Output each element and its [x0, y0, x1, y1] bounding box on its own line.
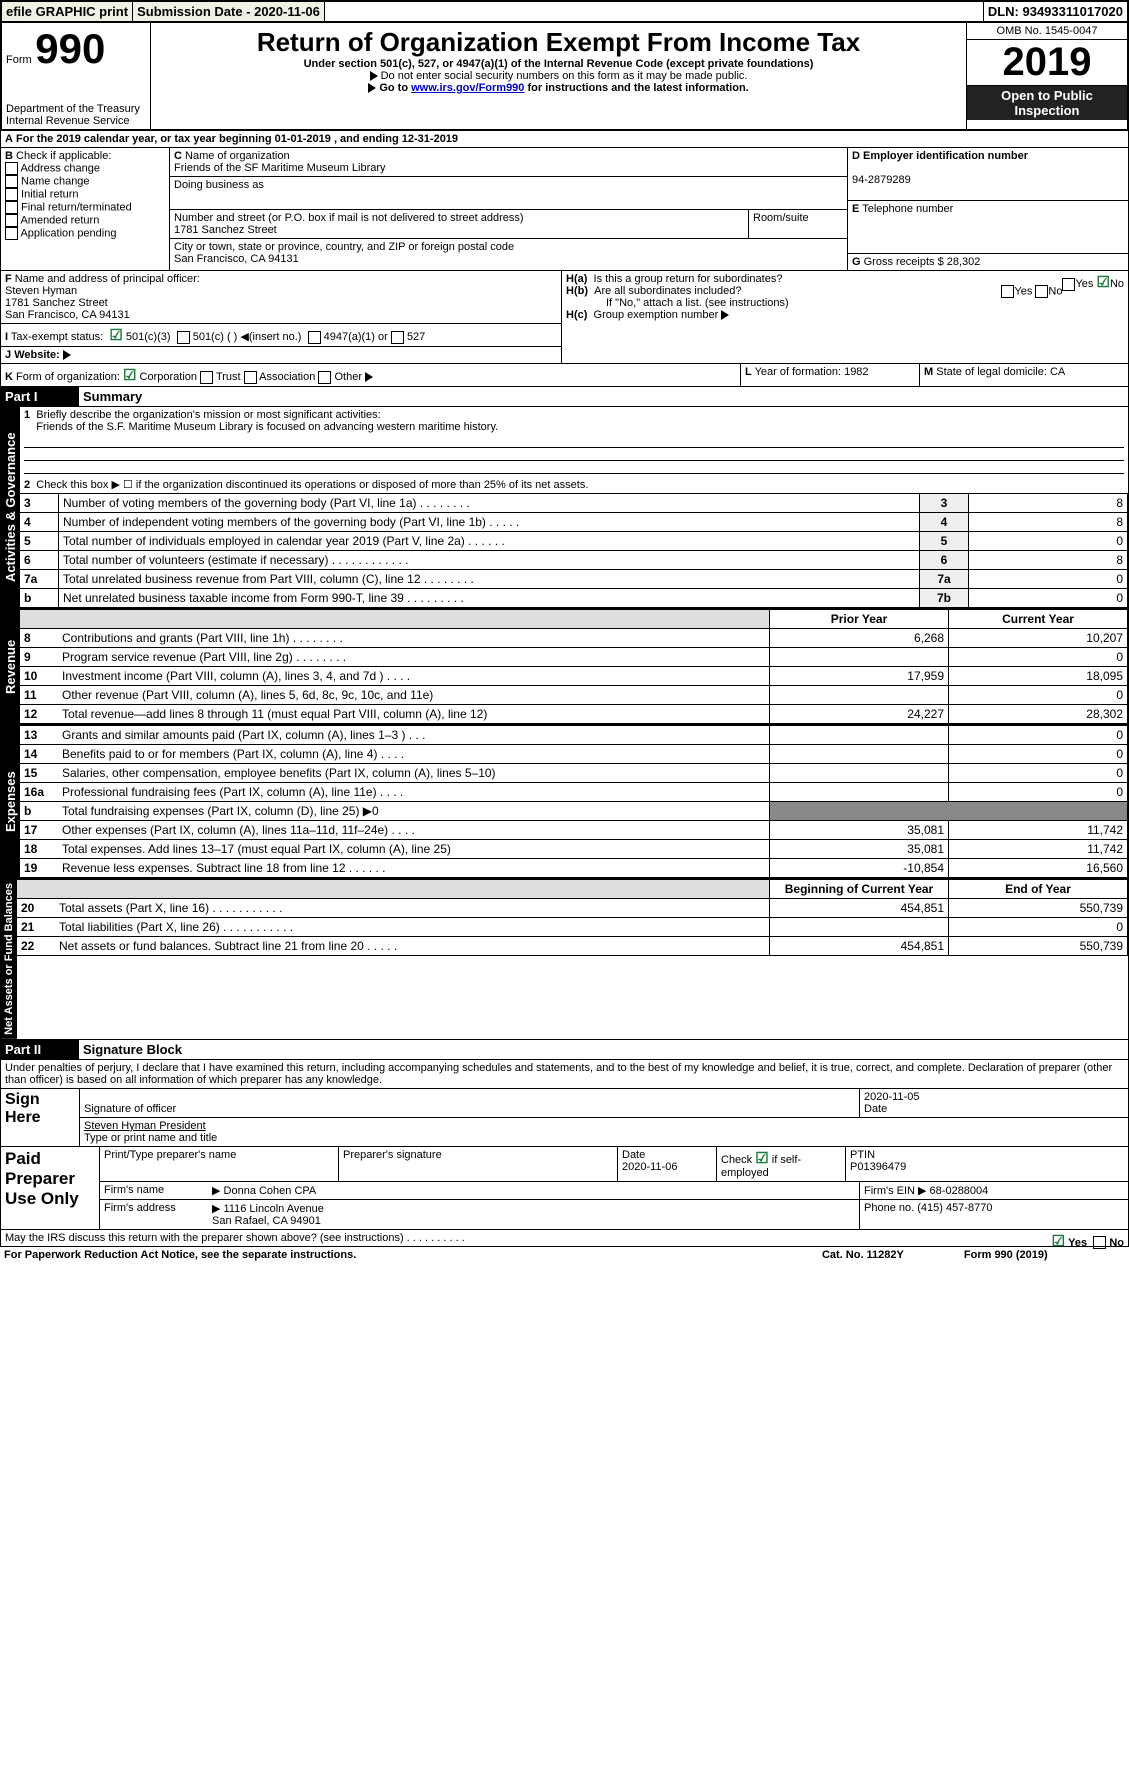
checkbox-initial-return[interactable]: Initial return — [5, 188, 165, 201]
form-number: 990 — [35, 25, 105, 72]
checkbox-application-pending[interactable]: Application pending — [5, 227, 165, 240]
side-activities-governance: Activities & Governance — [1, 407, 20, 608]
dln: DLN: 93493311017020 — [983, 2, 1127, 21]
open-public: Open to Public Inspection — [967, 86, 1127, 120]
checkbox-amended-return[interactable]: Amended return — [5, 214, 165, 227]
section-f-h: F Name and address of principal officer:… — [0, 271, 1129, 364]
footer: For Paperwork Reduction Act Notice, see … — [0, 1247, 1052, 1263]
section-klm: K Form of organization: ☑ Corporation Tr… — [0, 364, 1129, 387]
part1-label: Part I — [1, 387, 79, 406]
topbar: efile GRAPHIC print Submission Date - 20… — [0, 0, 1129, 21]
discuss-row: May the IRS discuss this return with the… — [0, 1230, 1129, 1247]
form-header: Form 990 Department of the Treasury Inte… — [0, 21, 1129, 131]
box-c: C Name of organizationFriends of the SF … — [170, 148, 848, 270]
ein: 94-2879289 — [852, 174, 911, 186]
irs-link[interactable]: www.irs.gov/Form990 — [411, 82, 524, 94]
form-label: Form — [6, 54, 32, 66]
section-b-g: B Check if applicable: Address change Na… — [0, 148, 1129, 271]
form-subtitle: Under section 501(c), 527, or 4947(a)(1)… — [155, 58, 962, 70]
mission-text: Friends of the S.F. Maritime Museum Libr… — [36, 421, 498, 433]
part2: Part IISignature Block Under penalties o… — [0, 1040, 1129, 1230]
org-name: Friends of the SF Maritime Museum Librar… — [174, 162, 386, 174]
box-b: B Check if applicable: Address change Na… — [1, 148, 170, 270]
line-a: A For the 2019 calendar year, or tax yea… — [0, 131, 1129, 148]
org-street: 1781 Sanchez Street — [174, 224, 277, 236]
tax-year: 2019 — [967, 40, 1127, 86]
officer-name: Steven Hyman — [5, 285, 77, 297]
gross-receipts: Gross receipts $ 28,302 — [864, 256, 981, 268]
part1: Part ISummary Activities & Governance 1 … — [0, 387, 1129, 1040]
checkbox-final-return-terminated[interactable]: Final return/terminated — [5, 201, 165, 214]
efile-link[interactable]: efile GRAPHIC print — [2, 2, 133, 21]
officer-signature: Steven Hyman President — [84, 1120, 206, 1132]
checkbox-address-change[interactable]: Address change — [5, 162, 165, 175]
perjury-declaration: Under penalties of perjury, I declare th… — [1, 1060, 1128, 1089]
checkbox-name-change[interactable]: Name change — [5, 175, 165, 188]
note-ssn: Do not enter social security numbers on … — [381, 70, 748, 82]
form-title: Return of Organization Exempt From Incom… — [155, 27, 962, 58]
dept: Department of the Treasury Internal Reve… — [6, 103, 146, 127]
omb: OMB No. 1545-0047 — [967, 23, 1127, 40]
submission-date: Submission Date - 2020-11-06 — [133, 2, 325, 21]
org-city: San Francisco, CA 94131 — [174, 253, 299, 265]
